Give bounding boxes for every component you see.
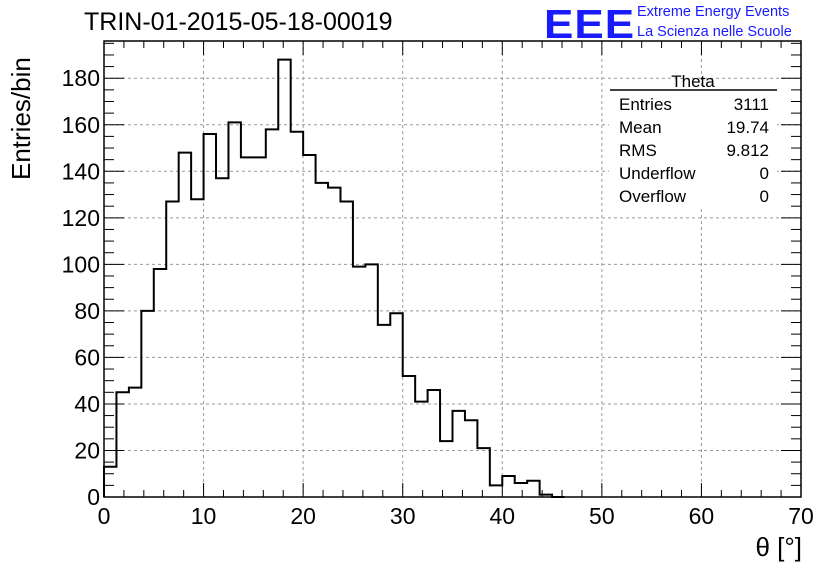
plot-frame — [103, 40, 802, 498]
x-tick-label: 50 — [589, 503, 615, 529]
axis-tick-labels: 0 10 20 30 40 50 60 70 0 20 40 60 80 100 120 140 160 180 — [62, 65, 814, 529]
stats-row-label: Overflow — [619, 187, 687, 206]
x-tick-label: 0 — [98, 503, 111, 529]
x-tick-label: 30 — [390, 503, 416, 529]
stats-row-label: Underflow — [619, 164, 696, 183]
histogram-outline — [103, 58, 565, 498]
y-tick-label: 100 — [62, 251, 100, 277]
y-tick-label: 40 — [74, 391, 100, 417]
y-tick-label: 160 — [62, 112, 100, 138]
y-tick-label: 80 — [74, 298, 100, 324]
stats-box-title: Theta — [671, 72, 715, 91]
x-axis-label: θ [°] — [755, 532, 802, 562]
stats-row-value: 0 — [760, 164, 769, 183]
stats-box: Theta Entries 3111 Mean 19.74 RMS 9.812 Underf… — [609, 72, 777, 208]
run-title: TRIN-01-2015-05-18-00019 — [84, 8, 393, 36]
grid-lines — [104, 41, 801, 497]
y-tick-label: 140 — [62, 158, 100, 184]
logo-line-2: La Scienza nelle Scuole — [637, 24, 792, 40]
x-tick-label: 40 — [489, 503, 515, 529]
y-axis-label: Entries/bin — [6, 57, 36, 180]
stats-row-value: 9.812 — [726, 141, 769, 160]
axis-ticks — [103, 41, 802, 498]
y-tick-label: 60 — [74, 344, 100, 370]
x-tick-label: 10 — [191, 503, 217, 529]
eee-logo: EEE — [544, 2, 636, 48]
y-tick-label: 0 — [87, 484, 100, 510]
x-tick-label: 70 — [788, 503, 814, 529]
stats-row-label: Mean — [619, 118, 662, 137]
x-tick-label: 20 — [290, 503, 316, 529]
y-tick-label: 120 — [62, 205, 100, 231]
stats-row-value: 3111 — [734, 95, 769, 114]
x-tick-label: 60 — [689, 503, 715, 529]
stats-row-label: RMS — [619, 141, 657, 160]
stats-row-value: 19.74 — [726, 118, 769, 137]
stats-row-label: Entries — [619, 95, 672, 114]
stats-box-frame — [609, 88, 777, 208]
logo-line-1: Extreme Energy Events — [637, 4, 790, 20]
y-tick-label: 180 — [62, 65, 100, 91]
stats-row-value: 0 — [760, 187, 769, 206]
y-tick-label: 20 — [74, 437, 100, 463]
